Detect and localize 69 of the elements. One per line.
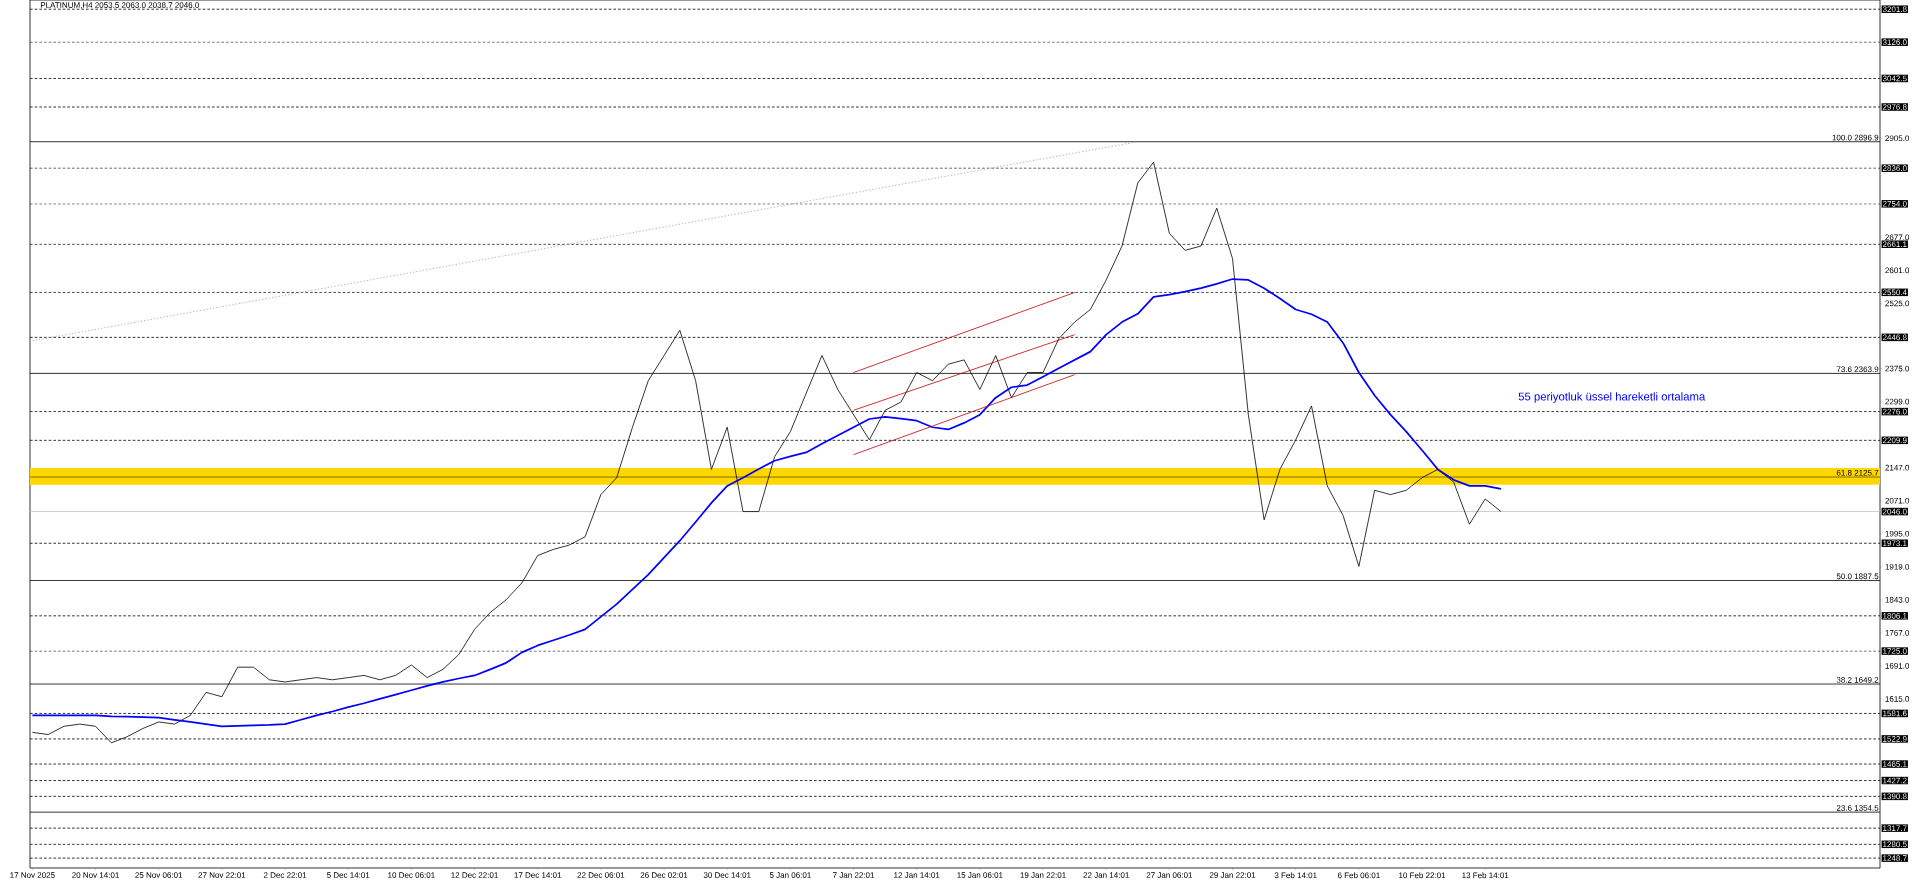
ref-line-label: 1390.8 bbox=[1883, 793, 1907, 800]
x-tick-label: 15 Jan 06:01 bbox=[957, 872, 1003, 878]
x-tick-label: 6 Feb 06:01 bbox=[1337, 872, 1380, 879]
x-tick-label: 3 Feb 14:01 bbox=[1274, 872, 1317, 879]
ref-line-label: 2046.0 bbox=[1882, 508, 1907, 515]
ref-line-label: 2754.0 bbox=[1882, 201, 1907, 207]
x-tick-label: 25 Nov 06:01 bbox=[135, 872, 183, 878]
ref-line-label: 2446.8 bbox=[1882, 334, 1907, 341]
x-tick-label: 17 Dec 14:01 bbox=[514, 872, 562, 878]
x-tick-label: 19 Jan 22:01 bbox=[1020, 872, 1066, 878]
ref-line-label: 73.6 2363.9 bbox=[1836, 366, 1879, 373]
y-tick-label: 1691.0 bbox=[1885, 663, 1910, 669]
chart-title: PLATINUM,H4 2053.5 2063.0 2038.7 2046.0 bbox=[40, 2, 200, 9]
ref-line-label: 23.6 1354.5 bbox=[1836, 805, 1879, 811]
ref-line-label: 2276.0 bbox=[1882, 408, 1907, 415]
ref-line-label: 38.2 1649.2 bbox=[1836, 677, 1879, 683]
x-tick-label: 22 Jan 14:01 bbox=[1083, 872, 1129, 878]
ref-line-label: 2976.8 bbox=[1882, 104, 1907, 110]
y-tick-label: 1767.0 bbox=[1885, 630, 1910, 636]
y-tick-label: 2677.0 bbox=[1885, 234, 1910, 241]
ref-line-label: 3042.5 bbox=[1882, 75, 1907, 82]
x-tick-label: 27 Nov 22:01 bbox=[198, 872, 246, 878]
ref-line-label: 1581.6 bbox=[1883, 710, 1907, 717]
y-tick-label: 2375.0 bbox=[1885, 365, 1910, 372]
y-tick-label: 1919.0 bbox=[1885, 563, 1910, 570]
x-tick-label: 5 Jan 06:01 bbox=[769, 872, 811, 878]
x-tick-label: 7 Jan 22:01 bbox=[833, 872, 875, 878]
ref-line-label: 1806.1 bbox=[1883, 613, 1907, 619]
ref-line-label: 100.0 2896.9 bbox=[1832, 134, 1879, 141]
x-tick-label: 26 Dec 02:01 bbox=[640, 872, 688, 878]
x-tick-label: 12 Jan 14:01 bbox=[894, 872, 940, 878]
y-tick-label: 1995.0 bbox=[1885, 530, 1910, 537]
ref-line-label: 1973.1 bbox=[1883, 540, 1907, 547]
x-tick-label: 12 Dec 22:01 bbox=[451, 872, 498, 878]
y-tick-label: 2147.0 bbox=[1885, 464, 1910, 471]
ref-line-label: 2836.0 bbox=[1882, 165, 1907, 172]
x-tick-label: 20 Nov 14:01 bbox=[72, 872, 119, 878]
x-tick-label: 2 Dec 22:01 bbox=[263, 872, 307, 878]
y-tick-label: 1615.0 bbox=[1885, 696, 1910, 702]
ref-line-label: 1725.0 bbox=[1883, 648, 1907, 654]
x-tick-label: 30 Dec 14:01 bbox=[703, 872, 751, 878]
ref-line-label: 1465.1 bbox=[1883, 761, 1907, 767]
text: 55 periyotluk üssel hareketli ortalama bbox=[1518, 392, 1706, 403]
x-tick-label: 5 Dec 14:01 bbox=[326, 872, 370, 878]
x-tick-label: 10 Feb 22:01 bbox=[1399, 872, 1446, 879]
ref-line-label: 2661.1 bbox=[1882, 241, 1907, 248]
x-tick-label: 22 Dec 06:01 bbox=[577, 872, 625, 878]
ref-line-label: 3201.8 bbox=[1882, 6, 1907, 13]
x-tick-label: 29 Jan 22:01 bbox=[1209, 872, 1256, 878]
ref-line-label: 50.0 1887.5 bbox=[1836, 573, 1879, 580]
y-tick-label: 2905.0 bbox=[1885, 135, 1910, 142]
ref-line-label: 61.8 2125.7 bbox=[1836, 469, 1879, 476]
ref-line-label: 1248.7 bbox=[1883, 855, 1907, 861]
ref-line-label: 1280.5 bbox=[1883, 841, 1907, 848]
ref-line-label: 1522.9 bbox=[1883, 736, 1907, 742]
ref-line-label: 3126.0 bbox=[1882, 39, 1907, 45]
ref-line-label: 2550.4 bbox=[1882, 289, 1907, 296]
x-tick-label: 27 Jan 06:01 bbox=[1146, 872, 1193, 878]
y-tick-label: 2071.0 bbox=[1885, 497, 1910, 504]
x-tick-label: 10 Dec 06:01 bbox=[388, 872, 435, 878]
y-tick-label: 2299.0 bbox=[1885, 398, 1910, 405]
y-tick-label: 1843.0 bbox=[1885, 596, 1910, 603]
ref-line-label: 2209.9 bbox=[1882, 437, 1907, 444]
x-tick-label: 17 Nov 2025 bbox=[10, 872, 55, 878]
ref-line-label: 1427.2 bbox=[1883, 777, 1907, 784]
y-tick-label: 2525.0 bbox=[1885, 300, 1910, 307]
ref-line-label: 1317.7 bbox=[1883, 825, 1907, 831]
y-tick-label: 2601.0 bbox=[1885, 267, 1910, 274]
x-tick-label: 13 Feb 14:01 bbox=[1462, 872, 1509, 879]
